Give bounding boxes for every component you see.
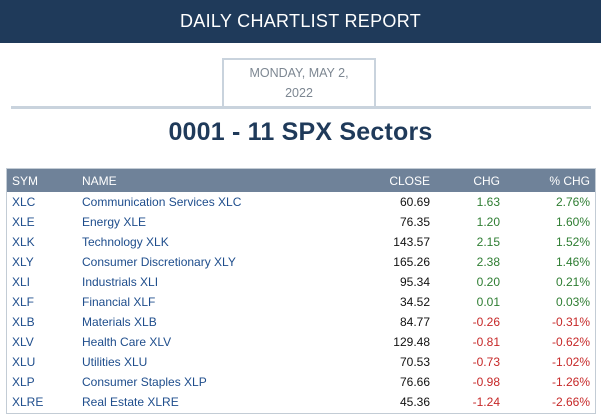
report-date: MONDAY, MAY 2, 2022 <box>222 58 376 106</box>
column-header-chg[interactable]: CHG <box>473 173 500 188</box>
table-row[interactable]: XLY Consumer Discretionary XLY 165.26 2.38 1… <box>7 252 595 272</box>
cell-change: 2.38 <box>476 255 500 269</box>
table-row[interactable]: XLRE Real Estate XLRE 45.36 -1.24 -2.66% <box>7 392 595 412</box>
report-header: DAILY CHARTLIST REPORT <box>0 0 601 43</box>
cell-name[interactable]: Energy XLE <box>82 215 147 229</box>
cell-pct-change: 1.46% <box>555 255 590 269</box>
cell-close: 165.26 <box>393 255 430 269</box>
table-row[interactable]: XLK Technology XLK 143.57 2.15 1.52% <box>7 232 595 252</box>
cell-close: 76.66 <box>399 375 430 389</box>
cell-change: -0.81 <box>472 335 500 349</box>
cell-pct-change: 1.60% <box>555 215 590 229</box>
column-header-close[interactable]: CLOSE <box>389 173 430 188</box>
cell-name[interactable]: Materials XLB <box>82 315 157 329</box>
table-row[interactable]: XLU Utilities XLU 70.53 -0.73 -1.02% <box>7 352 595 372</box>
cell-change: 1.63 <box>476 195 500 209</box>
cell-name[interactable]: Consumer Discretionary XLY <box>82 255 236 269</box>
page-title: 0001 - 11 SPX Sectors <box>168 118 433 146</box>
cell-name[interactable]: Health Care XLV <box>82 335 172 349</box>
cell-change: 0.01 <box>476 295 500 309</box>
cell-name[interactable]: Technology XLK <box>82 235 169 249</box>
cell-name[interactable]: Financial XLF <box>82 295 156 309</box>
cell-symbol[interactable]: XLE <box>12 215 35 229</box>
cell-name[interactable]: Real Estate XLRE <box>82 395 179 409</box>
cell-change: 0.20 <box>476 275 500 289</box>
cell-symbol[interactable]: XLU <box>12 355 36 369</box>
cell-close: 34.52 <box>399 295 430 309</box>
cell-name[interactable]: Utilities XLU <box>82 355 148 369</box>
table-row[interactable]: XLV Health Care XLV 129.48 -0.81 -0.62% <box>7 332 595 352</box>
report-date-line1: MONDAY, MAY 2, <box>249 66 349 80</box>
table-row[interactable]: XLF Financial XLF 34.52 0.01 0.03% <box>7 292 595 312</box>
cell-symbol[interactable]: XLF <box>12 295 35 309</box>
column-header-pct-chg[interactable]: % CHG <box>549 173 590 188</box>
cell-pct-change: -2.66% <box>551 395 590 409</box>
cell-pct-change: 2.76% <box>555 195 590 209</box>
cell-symbol[interactable]: XLI <box>12 275 31 289</box>
column-header-sym[interactable]: SYM <box>12 173 39 188</box>
cell-symbol[interactable]: XLB <box>12 315 35 329</box>
table-header: SYM NAME CLOSE CHG % CHG <box>7 169 595 192</box>
cell-change: -0.73 <box>472 355 500 369</box>
cell-pct-change: 0.21% <box>555 275 590 289</box>
cell-close: 129.48 <box>393 335 430 349</box>
cell-pct-change: 1.52% <box>555 235 590 249</box>
divider <box>11 106 591 109</box>
cell-close: 76.35 <box>399 215 430 229</box>
table-body: XLC Communication Services XLC 60.69 1.63 2.… <box>7 192 595 412</box>
cell-symbol[interactable]: XLC <box>12 195 36 209</box>
cell-close: 45.36 <box>399 395 430 409</box>
cell-symbol[interactable]: XLRE <box>12 395 44 409</box>
table-row[interactable]: XLB Materials XLB 84.77 -0.26 -0.31% <box>7 312 595 332</box>
table-row[interactable]: XLI Industrials XLI 95.34 0.20 0.21% <box>7 272 595 292</box>
table-row[interactable]: XLC Communication Services XLC 60.69 1.63 2.… <box>7 192 595 212</box>
table-header-row: SYM NAME CLOSE CHG % CHG <box>7 169 595 192</box>
cell-symbol[interactable]: XLK <box>12 235 35 249</box>
cell-change: 2.15 <box>476 235 500 249</box>
cell-pct-change: -0.31% <box>551 315 590 329</box>
table-row[interactable]: XLP Consumer Staples XLP 76.66 -0.98 -1.26% <box>7 372 595 392</box>
cell-pct-change: 0.03% <box>555 295 590 309</box>
sectors-table: SYM NAME CLOSE CHG % CHG XLC Communicatio… <box>6 168 596 414</box>
table-row[interactable]: XLE Energy XLE 76.35 1.20 1.60% <box>7 212 595 232</box>
cell-symbol[interactable]: XLY <box>12 255 34 269</box>
cell-name[interactable]: Consumer Staples XLP <box>82 375 207 389</box>
report-header-title: DAILY CHARTLIST REPORT <box>179 11 421 31</box>
cell-name[interactable]: Industrials XLI <box>82 275 159 289</box>
cell-close: 70.53 <box>399 355 430 369</box>
cell-close: 60.69 <box>399 195 430 209</box>
cell-close: 143.57 <box>393 235 430 249</box>
cell-change: -1.24 <box>472 395 500 409</box>
cell-symbol[interactable]: XLV <box>12 335 34 349</box>
report-date-line2: 2022 <box>285 86 313 100</box>
cell-symbol[interactable]: XLP <box>12 375 35 389</box>
cell-close: 95.34 <box>399 275 430 289</box>
cell-pct-change: -1.26% <box>551 375 590 389</box>
sectors-table-grid: SYM NAME CLOSE CHG % CHG XLC Communicatio… <box>7 169 595 412</box>
cell-change: -0.26 <box>472 315 500 329</box>
cell-name[interactable]: Communication Services XLC <box>82 195 242 209</box>
cell-pct-change: -1.02% <box>551 355 590 369</box>
cell-close: 84.77 <box>399 315 430 329</box>
cell-change: 1.20 <box>476 215 500 229</box>
column-header-name[interactable]: NAME <box>82 173 117 188</box>
cell-change: -0.98 <box>472 375 500 389</box>
cell-pct-change: -0.62% <box>551 335 590 349</box>
